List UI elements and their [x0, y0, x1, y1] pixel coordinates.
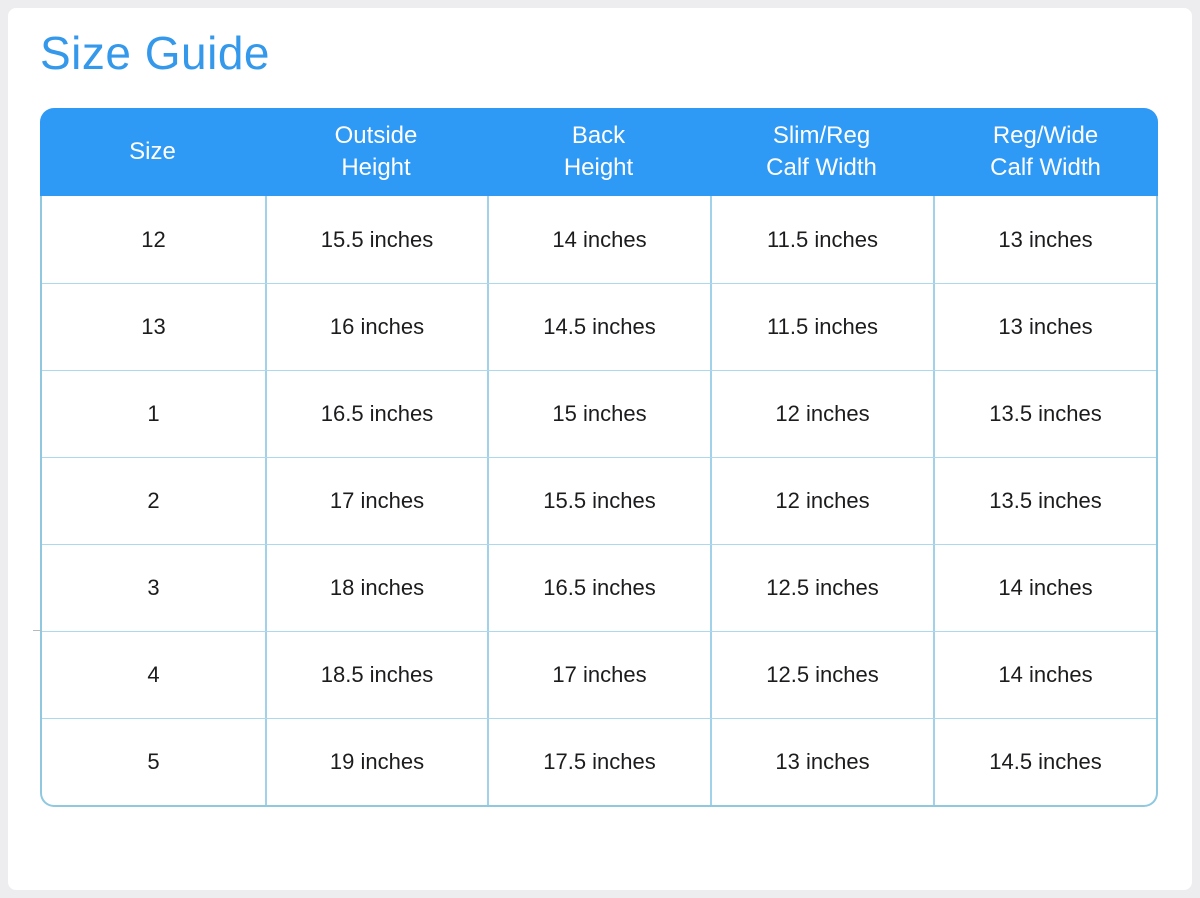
header-cell-slim-reg-calf-width: Slim/Reg Calf Width [710, 108, 933, 196]
table-header-row: Size Outside Height Back Height Slim/Reg Ca… [40, 108, 1158, 196]
table-row: 3 18 inches 16.5 inches 12.5 inches 14 i… [42, 544, 1156, 631]
header-label: Back [571, 122, 626, 149]
table-body: 12 15.5 inches 14 inches 11.5 inches 13 … [33, 196, 1158, 807]
size-guide-table: Size Outside Height Back Height Slim/Reg Ca… [33, 108, 1158, 807]
table-cell-slim-reg-calf-width: 12 inches [710, 458, 933, 544]
table-row: 2 17 inches 15.5 inches 12 inches 13.5 i… [42, 457, 1156, 544]
header-cell-reg-wide-calf-width: Reg/Wide Calf Width [933, 108, 1158, 196]
stray-gridline [33, 630, 42, 631]
table-cell-size: 5 [147, 749, 160, 774]
table-cell-reg-wide-calf-width: 13.5 inches [933, 458, 1156, 544]
table-cell-slim-reg-calf-width: 12.5 inches [710, 632, 933, 718]
table-cell-size: 1 [147, 401, 160, 426]
table-cell-reg-wide-calf-width: 13.5 inches [933, 371, 1156, 457]
header-label: Calf Width [990, 154, 1101, 181]
table-cell-reg-wide-calf-width: 14.5 inches [933, 719, 1156, 805]
table-row: 5 19 inches 17.5 inches 13 inches 14.5 i… [42, 718, 1156, 805]
header-label: Calf Width [766, 154, 877, 181]
table-cell-reg-wide-calf-width: 14 inches [933, 545, 1156, 631]
header-cell-outside-height: Outside Height [265, 108, 487, 196]
header-label: Height [341, 154, 411, 181]
table-cell-outside-height: 19 inches [265, 719, 487, 805]
table-cell-outside-height: 18 inches [265, 545, 487, 631]
table-cell-size: 13 [141, 314, 166, 339]
header-label: Slim/Reg [772, 122, 871, 149]
table-cell-reg-wide-calf-width: 13 inches [933, 284, 1156, 370]
table-row: 13 16 inches 14.5 inches 11.5 inches 13 … [42, 283, 1156, 370]
table-cell-back-height: 16.5 inches [487, 545, 710, 631]
table-cell-size: 2 [147, 488, 160, 513]
table-row: 12 15.5 inches 14 inches 11.5 inches 13 … [42, 196, 1156, 283]
table-cell-reg-wide-calf-width: 13 inches [933, 196, 1156, 283]
table-cell-back-height: 17.5 inches [487, 719, 710, 805]
table-cell-back-height: 17 inches [487, 632, 710, 718]
header-label: Size [129, 138, 176, 165]
table-cell-outside-height: 17 inches [265, 458, 487, 544]
table-cell-slim-reg-calf-width: 13 inches [710, 719, 933, 805]
table-cell-slim-reg-calf-width: 11.5 inches [710, 284, 933, 370]
table-cell-size: 3 [147, 575, 160, 600]
header-cell-size: Size [40, 108, 265, 196]
table-cell-slim-reg-calf-width: 12 inches [710, 371, 933, 457]
table-cell-size: 4 [147, 662, 160, 687]
header-label: Outside [334, 122, 418, 149]
table-cell-slim-reg-calf-width: 11.5 inches [710, 196, 933, 283]
table-cell-back-height: 14 inches [487, 196, 710, 283]
table-cell-outside-height: 16 inches [265, 284, 487, 370]
table-cell-slim-reg-calf-width: 12.5 inches [710, 545, 933, 631]
table-cell-size: 12 [141, 226, 166, 252]
header-cell-back-height: Back Height [487, 108, 710, 196]
table-cell-back-height: 14.5 inches [487, 284, 710, 370]
page-title: Size Guide [40, 27, 271, 79]
size-guide-card: Size Guide Size Outside Height Back Height… [8, 8, 1192, 890]
header-label: Height [563, 154, 634, 181]
table-cell-back-height: 15.5 inches [487, 458, 710, 544]
table-row: 4 18.5 inches 17 inches 12.5 inches 14 i… [42, 631, 1156, 718]
table-cell-outside-height: 15.5 inches [265, 196, 487, 283]
table-cell-reg-wide-calf-width: 14 inches [933, 632, 1156, 718]
table-cell-outside-height: 18.5 inches [265, 632, 487, 718]
table-cell-outside-height: 16.5 inches [265, 371, 487, 457]
header-label: Reg/Wide [992, 122, 1099, 149]
table-row: 1 16.5 inches 15 inches 12 inches 13.5 i… [42, 370, 1156, 457]
table-cell-back-height: 15 inches [487, 371, 710, 457]
